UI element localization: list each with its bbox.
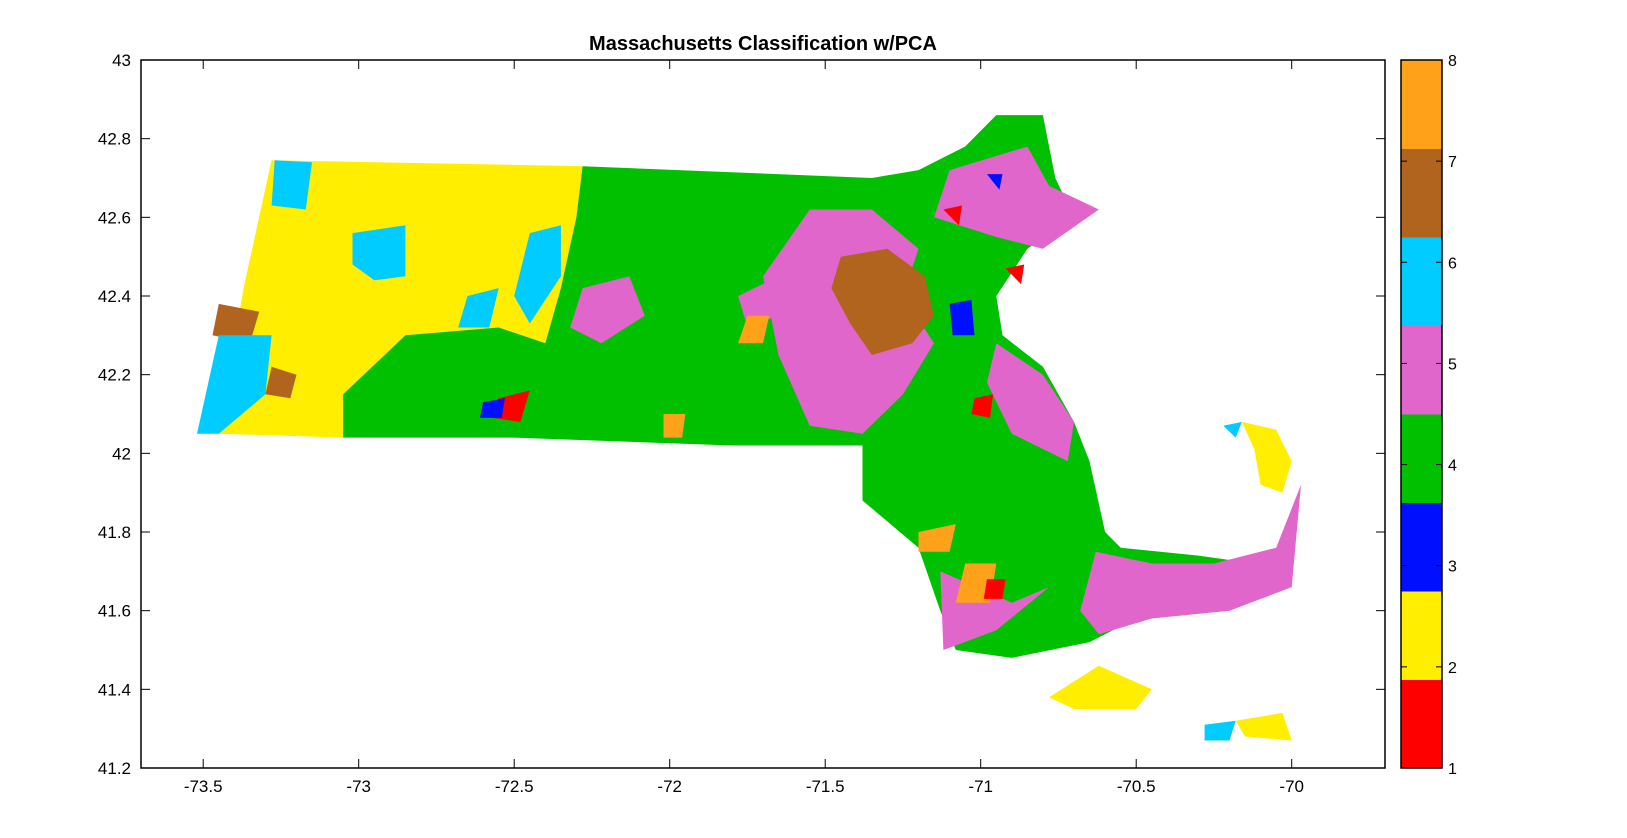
y-tick-label: 41.2 — [98, 759, 131, 778]
colorbar-tick-label: 8 — [1448, 53, 1457, 70]
region-class-7 — [265, 366, 297, 399]
colorbar-tick-label: 7 — [1448, 154, 1457, 171]
region-class-8 — [663, 414, 686, 438]
colorbar-tick-label: 5 — [1448, 356, 1457, 373]
x-tick-label: -72 — [657, 777, 682, 796]
x-tick-label: -70 — [1279, 777, 1304, 796]
colorbar-frame — [1400, 59, 1443, 769]
colorbar-swatch-6 — [1401, 237, 1442, 326]
region-class-8 — [738, 315, 770, 344]
region-class-6 — [197, 335, 272, 434]
x-tick-label: -71 — [968, 777, 993, 796]
y-tick-label: 42 — [112, 444, 131, 463]
colorbar-swatch-8 — [1401, 60, 1442, 149]
colorbar-swatch-1 — [1401, 679, 1442, 769]
x-tick-label: -73.5 — [184, 777, 223, 796]
colorbar-swatch-2 — [1401, 591, 1442, 680]
colorbar-swatch-4 — [1401, 414, 1442, 503]
region-class-6 — [1223, 421, 1242, 438]
region-class-3 — [986, 174, 1003, 190]
region-class-3 — [480, 398, 505, 418]
colorbar: 1 2 3 4 5 6 7 8 — [1400, 53, 1457, 778]
map-layer — [197, 115, 1301, 741]
colorbar-tick-label: 3 — [1448, 559, 1457, 576]
region-class-7 — [831, 248, 934, 355]
y-tick-label: 42.6 — [98, 208, 131, 227]
region-class-6 — [458, 288, 499, 328]
colorbar-swatch-3 — [1401, 502, 1442, 592]
colorbar-tick-label: 2 — [1448, 660, 1457, 677]
y-tick-label: 43 — [112, 51, 131, 70]
region-class-1 — [1005, 264, 1025, 285]
colorbar-tick-label: 1 — [1448, 761, 1457, 778]
colorbar-tick-label: 6 — [1448, 255, 1457, 272]
region-class-6 — [271, 160, 312, 210]
region-class-5 — [986, 343, 1074, 462]
region-class-7 — [212, 303, 260, 344]
y-tick-label: 42.4 — [98, 287, 131, 306]
y-tick-label: 41.4 — [98, 680, 131, 699]
region-class-5 — [934, 146, 1099, 249]
region-class-2 — [1241, 421, 1292, 493]
x-tick-label: -70.5 — [1117, 777, 1156, 796]
y-tick-label: 41.8 — [98, 523, 131, 542]
region-class-6 — [514, 225, 561, 324]
region-class-2 — [1235, 712, 1292, 741]
region-class-1 — [971, 394, 994, 418]
y-tick-label: 41.6 — [98, 602, 131, 621]
region-class-5 — [738, 276, 788, 328]
colorbar-swatch-5 — [1401, 325, 1442, 415]
region-class-2 — [1049, 665, 1152, 709]
colorbar-swatch-7 — [1401, 148, 1442, 238]
region-class-5 — [570, 276, 645, 344]
region-class-5 — [1080, 484, 1301, 635]
x-tick-label: -71.5 — [806, 777, 845, 796]
colorbar-tick-label: 4 — [1448, 458, 1457, 475]
x-tick-label: -73 — [346, 777, 371, 796]
y-tick-label: 42.2 — [98, 366, 131, 385]
region-class-6 — [352, 225, 406, 281]
region-class-8 — [918, 524, 956, 552]
y-tick-label: 42.8 — [98, 130, 131, 149]
region-class-1 — [983, 579, 1006, 599]
region-class-6 — [1204, 720, 1236, 741]
axis-ticks: -73.5 -73 -72.5 -72 -71.5 -71 -70.5 -70 41.2 41.4… — [98, 51, 1385, 796]
region-class-3 — [949, 299, 975, 336]
chart-title: Massachusetts Classification w/PCA — [589, 33, 937, 55]
region-class-1 — [943, 205, 962, 226]
axes-frame — [140, 59, 1386, 769]
x-tick-label: -72.5 — [495, 777, 534, 796]
